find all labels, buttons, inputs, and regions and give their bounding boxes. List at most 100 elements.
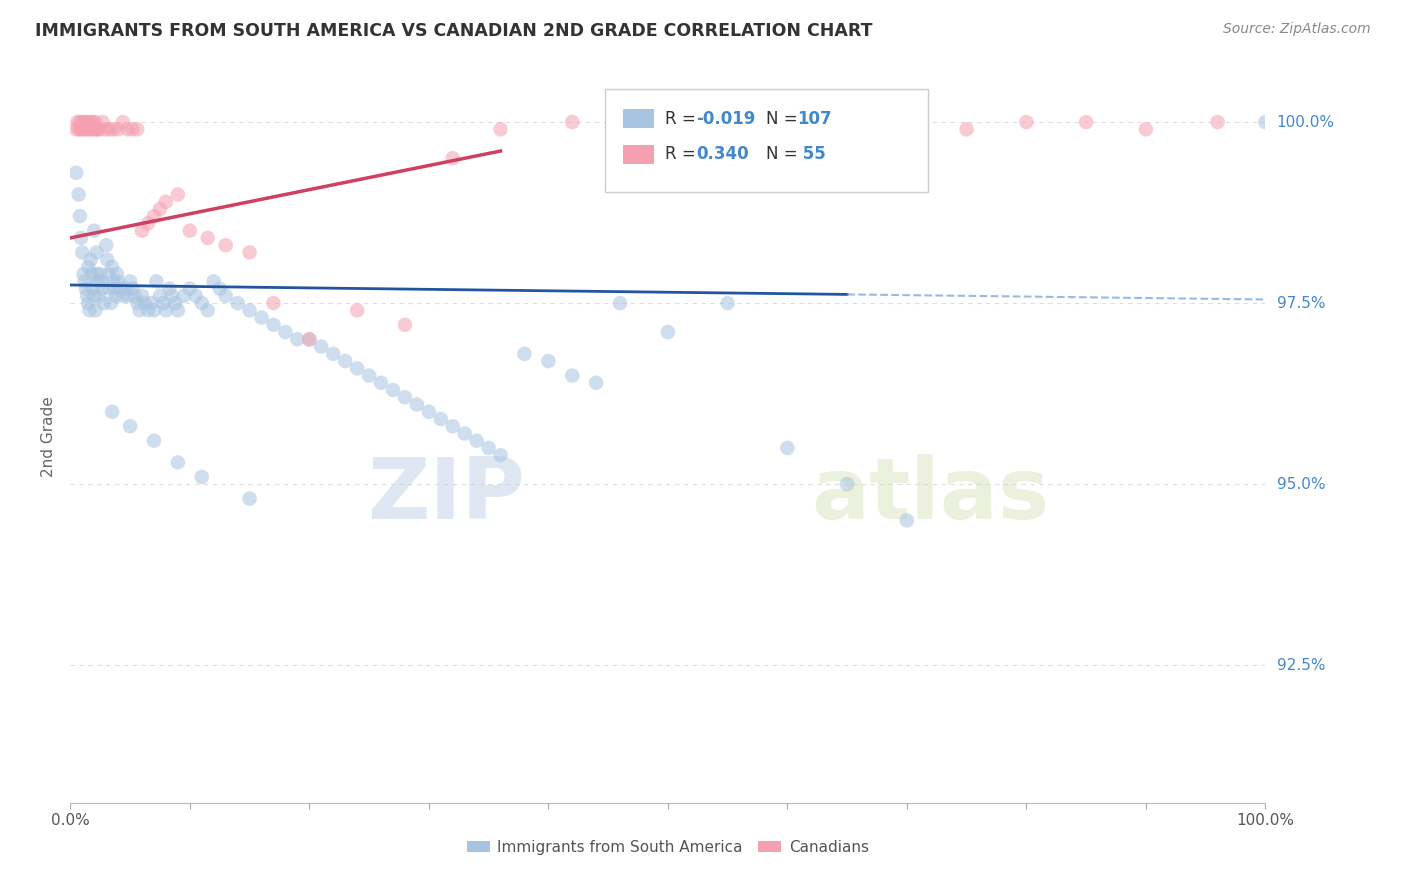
- Text: 95.0%: 95.0%: [1277, 476, 1324, 491]
- Point: [84, 115, 107, 129]
- Point: [226, 296, 249, 310]
- Point: [75, 115, 97, 129]
- Point: [143, 303, 166, 318]
- Point: [418, 405, 440, 419]
- Point: [406, 397, 429, 411]
- Point: [394, 390, 416, 404]
- Point: [101, 405, 124, 419]
- Point: [110, 282, 132, 296]
- Point: [70, 122, 93, 136]
- Point: [298, 332, 321, 346]
- Point: [70, 115, 93, 129]
- Point: [86, 122, 108, 136]
- Point: [1076, 115, 1098, 129]
- Point: [489, 448, 512, 462]
- Point: [121, 122, 143, 136]
- Point: [1206, 115, 1229, 129]
- Text: N =: N =: [766, 110, 803, 128]
- Point: [263, 318, 285, 332]
- Point: [165, 296, 187, 310]
- Point: [98, 282, 121, 296]
- Point: [298, 332, 321, 346]
- Text: atlas: atlas: [811, 454, 1049, 537]
- Point: [65, 122, 87, 136]
- Point: [191, 470, 214, 484]
- Point: [152, 296, 174, 310]
- Point: [184, 289, 207, 303]
- Point: [197, 231, 219, 245]
- Point: [103, 274, 125, 288]
- Y-axis label: 2nd Grade: 2nd Grade: [41, 397, 56, 477]
- Point: [214, 238, 236, 252]
- Point: [346, 361, 368, 376]
- Point: [134, 296, 156, 310]
- Point: [430, 412, 453, 426]
- Text: R =: R =: [665, 110, 702, 128]
- Point: [120, 274, 141, 288]
- Point: [1015, 115, 1038, 129]
- Point: [91, 282, 114, 296]
- Point: [159, 282, 181, 296]
- Point: [70, 245, 93, 260]
- Point: [98, 122, 121, 136]
- Point: [155, 194, 177, 209]
- Point: [80, 122, 103, 136]
- Point: [72, 267, 94, 281]
- Text: -0.019: -0.019: [696, 110, 755, 128]
- Point: [166, 455, 188, 469]
- Point: [103, 282, 125, 296]
- Point: [274, 325, 297, 339]
- Point: [76, 122, 98, 136]
- Point: [239, 245, 262, 260]
- Point: [1254, 115, 1277, 129]
- Point: [96, 238, 117, 252]
- Point: [89, 267, 111, 281]
- Point: [86, 267, 108, 281]
- Point: [149, 289, 172, 303]
- Point: [77, 115, 100, 129]
- Point: [127, 296, 149, 310]
- Point: [70, 122, 93, 136]
- Point: [513, 347, 536, 361]
- Point: [263, 296, 285, 310]
- Point: [69, 115, 91, 129]
- Point: [197, 303, 219, 318]
- Point: [120, 419, 141, 434]
- Point: [136, 216, 159, 230]
- Legend: Immigrants from South America, Canadians: Immigrants from South America, Canadians: [461, 834, 875, 861]
- Point: [79, 122, 101, 136]
- Point: [117, 122, 139, 136]
- Point: [67, 122, 90, 136]
- Point: [82, 282, 104, 296]
- Point: [837, 477, 859, 491]
- Point: [441, 419, 464, 434]
- Point: [145, 274, 167, 288]
- Point: [73, 274, 96, 288]
- Text: R =: R =: [665, 145, 702, 163]
- Point: [89, 122, 111, 136]
- Point: [346, 303, 368, 318]
- Point: [100, 296, 122, 310]
- Point: [382, 383, 405, 397]
- Text: Source: ZipAtlas.com: Source: ZipAtlas.com: [1223, 22, 1371, 37]
- Text: 55: 55: [797, 145, 825, 163]
- Point: [104, 289, 127, 303]
- Point: [776, 115, 799, 129]
- Point: [149, 202, 172, 216]
- Point: [155, 303, 177, 318]
- Text: 100.0%: 100.0%: [1277, 114, 1334, 129]
- Point: [87, 289, 110, 303]
- Point: [86, 245, 108, 260]
- Point: [214, 289, 236, 303]
- Point: [72, 115, 94, 129]
- Point: [657, 325, 679, 339]
- Point: [160, 289, 183, 303]
- Point: [309, 340, 333, 354]
- Point: [250, 310, 273, 325]
- Point: [83, 289, 105, 303]
- Point: [79, 115, 101, 129]
- Point: [394, 318, 416, 332]
- Point: [717, 296, 740, 310]
- Point: [65, 166, 87, 180]
- Point: [77, 260, 100, 274]
